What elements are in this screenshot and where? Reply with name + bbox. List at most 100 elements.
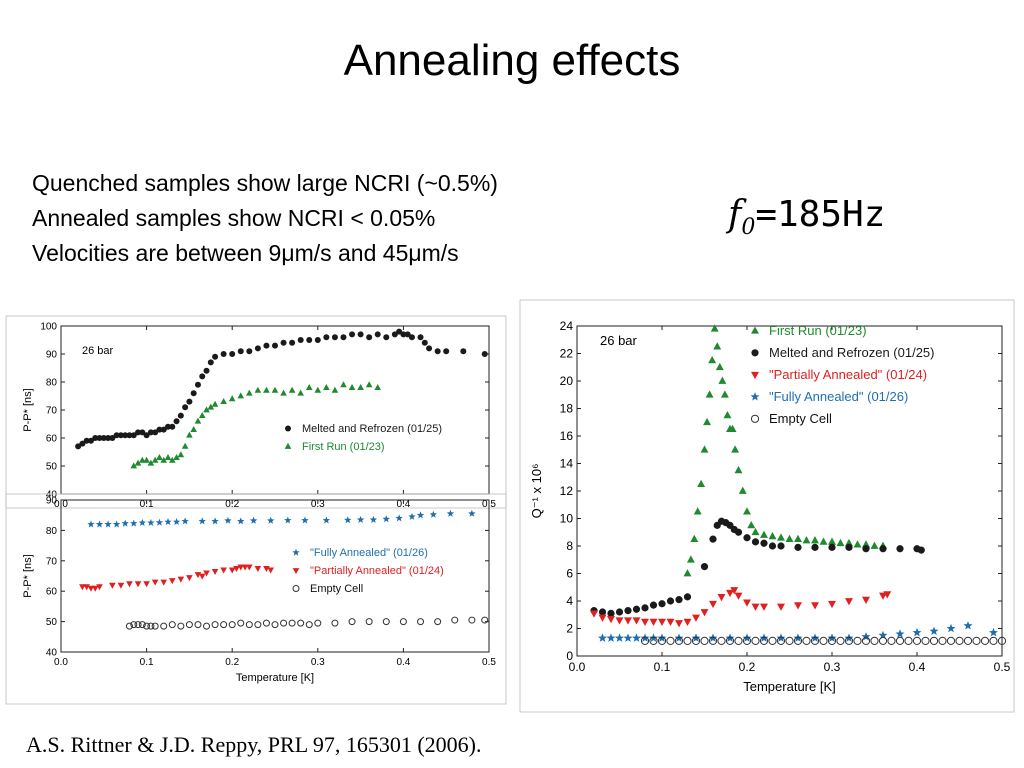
data-point bbox=[777, 603, 785, 611]
bullet-quenched: Quenched samples show large NCRI (~0.5%) bbox=[32, 170, 498, 196]
data-point bbox=[267, 567, 275, 574]
data-point bbox=[177, 622, 185, 630]
data-point bbox=[853, 540, 862, 548]
x-tick-label: 0.4 bbox=[909, 660, 926, 674]
data-point bbox=[254, 345, 261, 352]
data-point bbox=[169, 423, 176, 430]
data-point bbox=[173, 454, 180, 460]
data-point bbox=[708, 636, 718, 645]
data-point bbox=[138, 518, 146, 526]
data-point bbox=[802, 636, 811, 645]
data-point bbox=[657, 636, 667, 645]
data-point bbox=[429, 510, 438, 518]
y-axis-label: P-P* [ns] bbox=[22, 388, 34, 431]
y-axis-label: P-P* [ns] bbox=[22, 554, 34, 597]
legend-label: "Fully Annealed" (01/26) bbox=[769, 389, 908, 404]
data-point bbox=[173, 418, 180, 425]
data-point bbox=[751, 636, 760, 645]
data-point bbox=[658, 618, 666, 626]
data-point bbox=[134, 621, 142, 629]
data-point bbox=[697, 479, 706, 488]
data-point bbox=[845, 598, 853, 606]
data-point bbox=[709, 535, 717, 543]
data-point bbox=[297, 619, 305, 627]
y-tick-label: 6 bbox=[566, 567, 573, 581]
data-point bbox=[883, 591, 892, 599]
data-point bbox=[632, 605, 641, 613]
data-point bbox=[340, 334, 347, 341]
x-tick-label: 0.4 bbox=[396, 499, 410, 510]
data-point bbox=[912, 636, 922, 645]
data-point bbox=[104, 520, 112, 528]
data-point bbox=[182, 404, 189, 411]
x-tick-label: 0.3 bbox=[311, 657, 325, 668]
data-point bbox=[301, 516, 309, 524]
series-1 bbox=[130, 381, 382, 469]
y-tick-label: 40 bbox=[46, 648, 58, 659]
chart-right: 0.0 0.1 0.2 0.3 0.4 0.5024681012141618202224T… bbox=[519, 299, 1015, 713]
data-point bbox=[190, 390, 197, 397]
data-point bbox=[615, 617, 624, 625]
data-point bbox=[121, 519, 129, 527]
data-point bbox=[147, 459, 155, 466]
data-point bbox=[989, 636, 998, 645]
data-point bbox=[615, 608, 624, 616]
data-point bbox=[147, 622, 155, 630]
y-axis-label: Q⁻¹ x 10⁶ bbox=[529, 464, 544, 519]
data-point bbox=[917, 546, 925, 554]
data-point bbox=[861, 636, 871, 645]
data-point bbox=[743, 534, 751, 542]
data-point bbox=[675, 596, 683, 604]
data-point bbox=[751, 603, 760, 611]
data-point bbox=[845, 543, 853, 551]
data-point bbox=[207, 359, 214, 366]
data-point bbox=[203, 622, 211, 630]
panel-annotation: 26 bar bbox=[82, 345, 114, 357]
data-point bbox=[130, 519, 138, 527]
data-point bbox=[203, 570, 210, 577]
data-point bbox=[624, 617, 632, 625]
data-point bbox=[194, 572, 202, 579]
data-point bbox=[794, 543, 802, 551]
data-point bbox=[827, 636, 837, 645]
y-tick-label: 16 bbox=[560, 429, 574, 443]
legend-label: Melted and Refrozen (01/25) bbox=[302, 423, 442, 435]
data-point bbox=[404, 331, 411, 338]
data-point bbox=[391, 331, 398, 338]
data-point bbox=[879, 545, 887, 553]
data-point bbox=[164, 518, 172, 525]
y-tick-label: 90 bbox=[46, 350, 58, 361]
data-point bbox=[734, 636, 743, 645]
figure-frame bbox=[5, 493, 507, 705]
data-point bbox=[690, 534, 699, 543]
data-point bbox=[156, 454, 163, 460]
data-point bbox=[160, 456, 168, 463]
x-tick-label: 0.3 bbox=[824, 660, 841, 674]
data-point bbox=[306, 337, 313, 343]
data-point bbox=[79, 440, 86, 447]
data-point bbox=[810, 636, 820, 645]
data-point bbox=[700, 636, 709, 645]
data-point bbox=[731, 445, 740, 453]
data-point bbox=[143, 432, 150, 439]
data-point bbox=[640, 636, 650, 645]
y-tick-label: 80 bbox=[46, 378, 58, 389]
data-point bbox=[730, 587, 739, 595]
series-3 bbox=[598, 621, 998, 642]
legend-label: "Fully Annealed" (01/26) bbox=[310, 547, 428, 559]
data-point bbox=[623, 633, 633, 642]
data-point bbox=[280, 619, 288, 627]
y-tick-label: 10 bbox=[560, 512, 574, 526]
data-point bbox=[220, 567, 227, 574]
data-point bbox=[861, 632, 871, 641]
data-point bbox=[156, 426, 163, 433]
data-point bbox=[366, 334, 373, 341]
data-point bbox=[794, 534, 802, 543]
data-point bbox=[768, 542, 777, 550]
data-point bbox=[720, 390, 729, 398]
legend: Melted and Refrozen (01/25) First Run (01… bbox=[284, 423, 442, 453]
data-point bbox=[134, 459, 142, 466]
data-point bbox=[691, 636, 701, 645]
data-point bbox=[186, 398, 193, 405]
